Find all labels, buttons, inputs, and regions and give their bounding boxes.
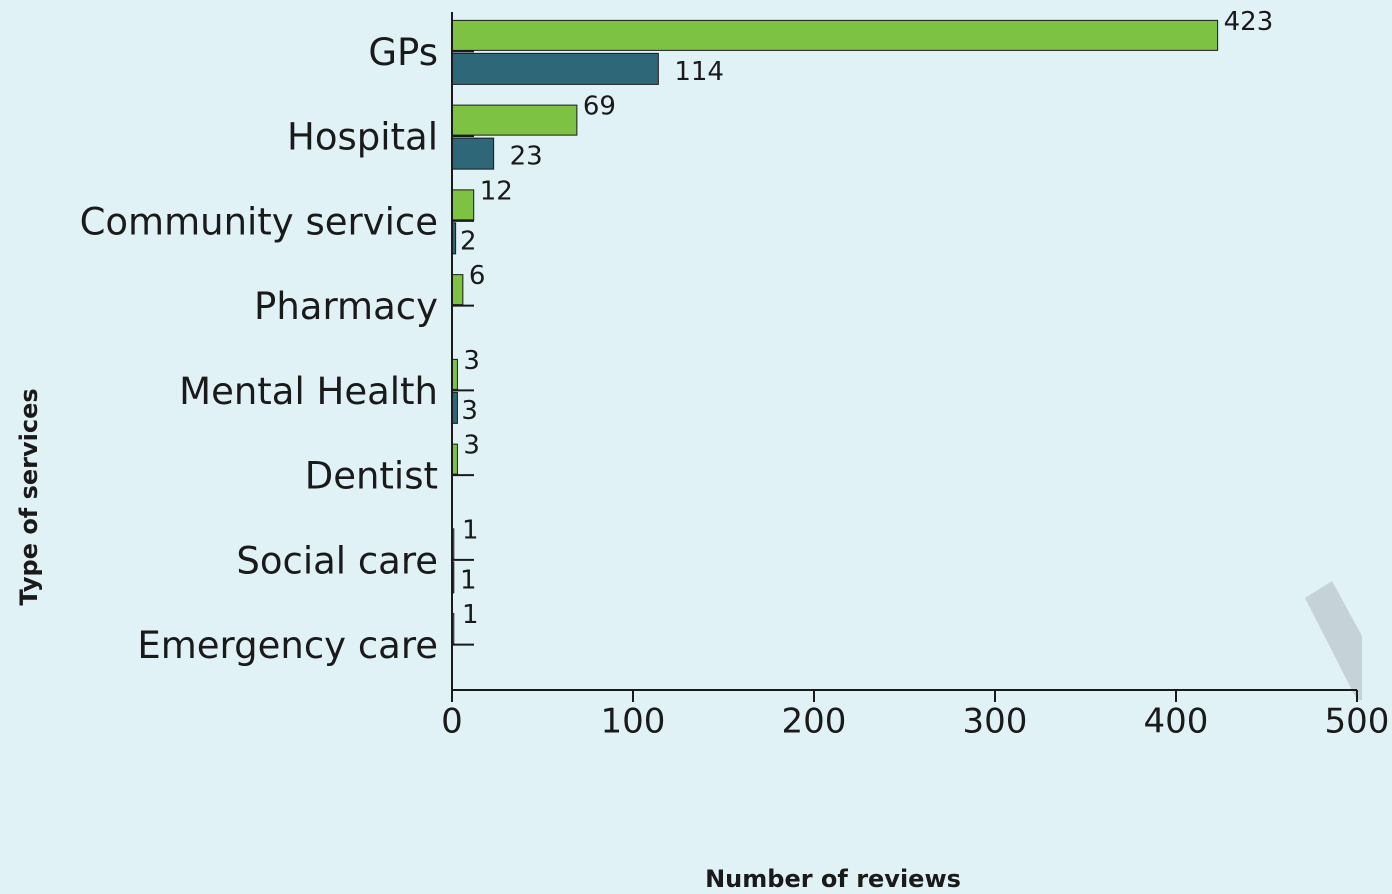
bar xyxy=(451,52,659,85)
bar xyxy=(451,19,1219,51)
x-tick-label: 400 xyxy=(1144,702,1209,742)
value-label: 12 xyxy=(480,176,513,206)
value-label: 2 xyxy=(460,226,477,256)
value-label: 3 xyxy=(461,396,478,426)
x-axis-label: Number of reviews xyxy=(705,865,961,893)
x-tick-label: 200 xyxy=(782,702,847,742)
bar xyxy=(451,274,464,306)
y-axis-label: Type of services xyxy=(15,388,43,605)
bar xyxy=(451,104,578,136)
value-label: 1 xyxy=(462,515,479,545)
value-label: 3 xyxy=(463,431,480,461)
x-tick-label: 500 xyxy=(1325,702,1390,742)
y-tick-label: Pharmacy xyxy=(254,285,438,328)
x-tick-label: 0 xyxy=(441,702,463,742)
y-tick-label: Social care xyxy=(236,539,438,582)
value-label: 114 xyxy=(674,57,724,87)
y-tick-label: GPs xyxy=(368,31,438,74)
value-label: 1 xyxy=(460,565,477,595)
y-tick-label: Dentist xyxy=(305,455,438,498)
bar xyxy=(451,137,495,170)
value-label: 6 xyxy=(469,261,486,291)
y-tick-label: Hospital xyxy=(287,116,438,159)
decoration xyxy=(1305,581,1362,700)
value-label: 69 xyxy=(583,92,616,122)
x-tick-label: 300 xyxy=(963,702,1028,742)
y-tick-label: Emergency care xyxy=(137,624,438,667)
value-label: 23 xyxy=(510,142,543,172)
value-label: 423 xyxy=(1224,7,1274,37)
x-tick-label: 100 xyxy=(601,702,666,742)
value-label: 3 xyxy=(463,346,480,376)
value-label: 1 xyxy=(462,600,479,630)
y-tick-label: Mental Health xyxy=(179,370,438,413)
bar xyxy=(451,189,475,221)
y-tick-label: Community service xyxy=(80,200,438,243)
